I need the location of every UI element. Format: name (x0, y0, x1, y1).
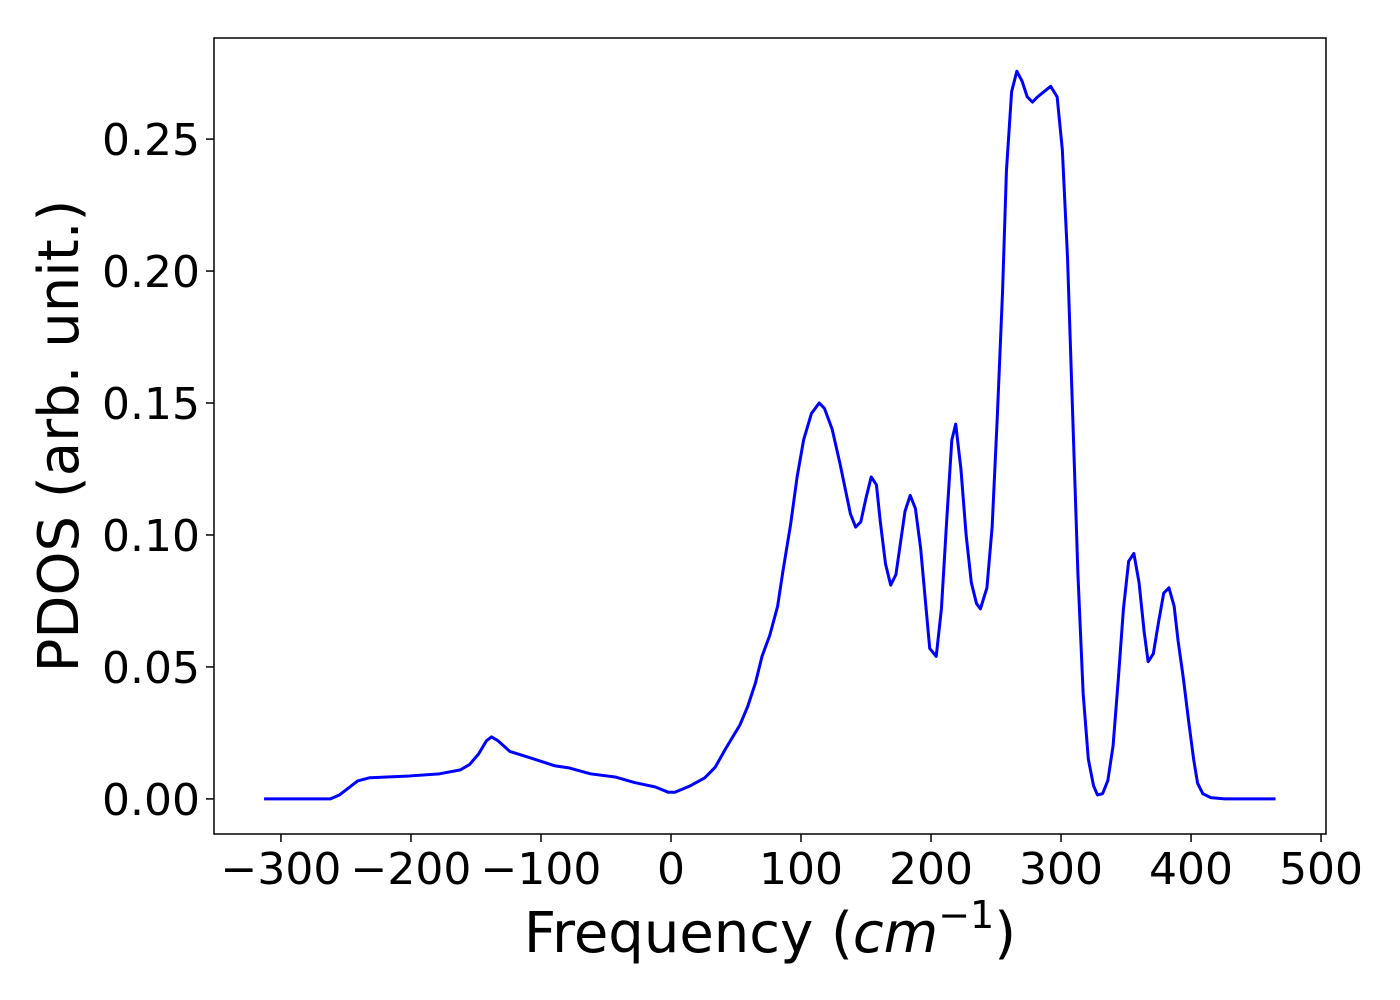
x-tick-label: 0 (657, 844, 685, 895)
x-tick-label: 500 (1279, 844, 1363, 895)
y-tick-label: 0.00 (102, 775, 200, 826)
x-tick-label: −300 (221, 844, 342, 895)
data-line (264, 69, 1276, 801)
x-tick-label: 300 (1019, 844, 1103, 895)
x-label-close: ) (994, 901, 1016, 966)
y-axis-label: PDOS (arb. unit.) (27, 200, 92, 673)
y-tick-label: 0.10 (102, 511, 200, 562)
x-axis-label: Frequency (cm−1) (524, 893, 1016, 966)
x-label-exponent: −1 (938, 893, 994, 937)
y-tick-label: 0.15 (102, 379, 200, 430)
y-tick-label: 0.20 (102, 247, 200, 298)
y-tick-label: 0.25 (102, 115, 200, 166)
x-label-text: Frequency ( (524, 901, 853, 966)
x-tick-label: −100 (481, 844, 602, 895)
x-tick-label: −200 (351, 844, 472, 895)
x-tick-label: 200 (889, 844, 973, 895)
y-tick-label: 0.05 (102, 643, 200, 694)
x-label-unit: cm (853, 901, 938, 966)
x-tick-label: 100 (759, 844, 843, 895)
x-tick-label: 400 (1149, 844, 1233, 895)
plot-frame (213, 37, 1327, 835)
